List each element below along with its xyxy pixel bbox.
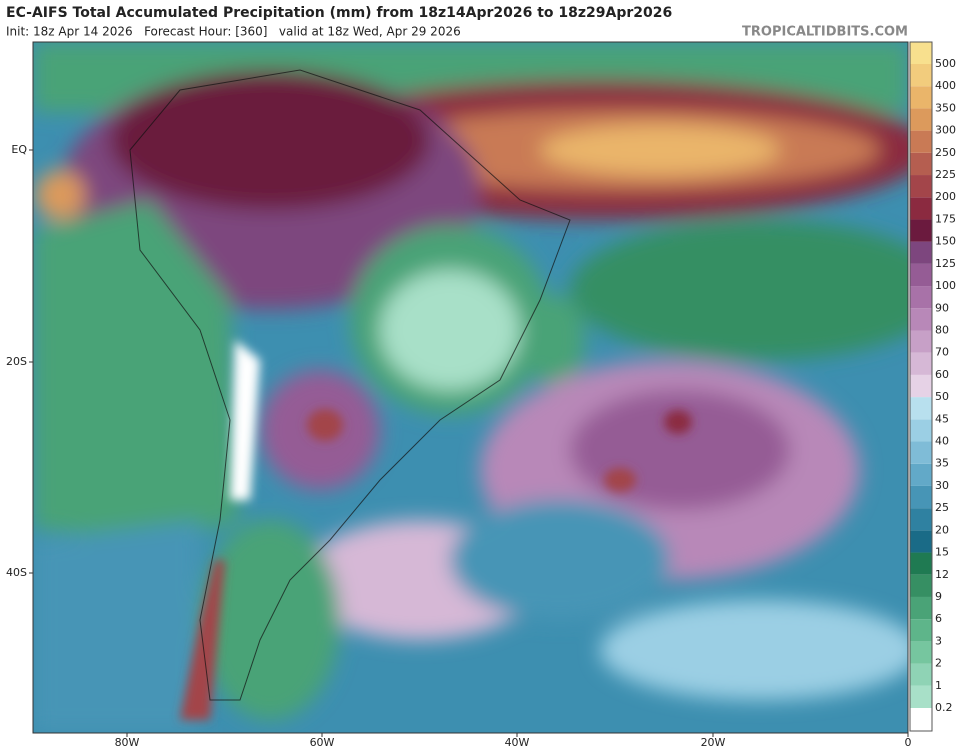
- colorbar-label: 15: [935, 546, 949, 559]
- colorbar-label: 80: [935, 323, 949, 336]
- colorbar-label: 35: [935, 457, 949, 470]
- colorbar-segment: [910, 574, 932, 597]
- colorbar-label: 200: [935, 190, 956, 203]
- lon-label: 60W: [310, 736, 335, 749]
- colorbar-label: 70: [935, 346, 949, 359]
- colorbar-label: 20: [935, 523, 949, 536]
- colorbar-segment: [910, 219, 932, 242]
- colorbar-segment: [910, 708, 932, 731]
- colorbar-segment: [910, 175, 932, 198]
- map-frame: [32, 41, 909, 734]
- colorbar-segment: [910, 64, 932, 87]
- colorbar-label: 175: [935, 212, 956, 225]
- colorbar-segment: [910, 330, 932, 353]
- colorbar-label: 225: [935, 168, 956, 181]
- colorbar-label: 0.2: [935, 701, 953, 714]
- colorbar-segment: [910, 263, 932, 287]
- colorbar-segment: [910, 508, 932, 531]
- colorbar: 0.21236912152025303540455060708090100125…: [909, 41, 956, 732]
- colorbar-segment: [910, 641, 932, 664]
- colorbar-label: 12: [935, 568, 949, 581]
- lon-label: 20W: [701, 736, 726, 749]
- colorbar-segment: [910, 663, 932, 686]
- colorbar-label: 300: [935, 124, 956, 137]
- colorbar-segment: [910, 152, 932, 176]
- colorbar-segment: [910, 42, 932, 64]
- colorbar-segment: [910, 397, 932, 420]
- colorbar-segment: [910, 308, 932, 331]
- colorbar-segment: [910, 685, 932, 708]
- colorbar-segment: [910, 241, 932, 264]
- lon-label: 40W: [505, 736, 530, 749]
- colorbar-segment: [910, 130, 932, 153]
- colorbar-frame: [909, 41, 933, 732]
- map: [33, 42, 908, 733]
- colorbar-label: 100: [935, 279, 956, 292]
- colorbar-segment: [910, 530, 932, 553]
- lat-label: 40S: [6, 566, 27, 579]
- colorbar-label: 50: [935, 390, 949, 403]
- lon-label: 80W: [115, 736, 140, 749]
- colorbar-label: 1: [935, 679, 942, 692]
- lon-label: 0: [905, 736, 912, 749]
- colorbar-segment: [910, 619, 932, 642]
- colorbar-label: 30: [935, 479, 949, 492]
- colorbar-label: 3: [935, 634, 942, 647]
- title: EC-AIFS Total Accumulated Precipitation …: [6, 5, 672, 21]
- colorbar-label: 400: [935, 79, 956, 92]
- colorbar-label: 45: [935, 412, 949, 425]
- colorbar-segment: [910, 286, 932, 309]
- colorbar-label: 6: [935, 612, 942, 625]
- colorbar-segment: [910, 86, 932, 109]
- colorbar-label: 250: [935, 146, 956, 159]
- map-axes: EQ 20S 40S 80W 60W 40W 20W 0: [6, 143, 911, 749]
- colorbar-segment: [910, 552, 932, 575]
- colorbar-segment: [910, 485, 932, 509]
- colorbar-label: 350: [935, 101, 956, 114]
- colorbar-label: 125: [935, 257, 956, 270]
- colorbar-label: 500: [935, 57, 956, 70]
- subtitle: Init: 18z Apr 14 2026 Forecast Hour: [36…: [6, 25, 461, 39]
- lat-label: 20S: [6, 355, 27, 368]
- colorbar-segment: [910, 596, 932, 620]
- site-label: TROPICALTIDBITS.COM: [742, 25, 908, 40]
- colorbar-label: 25: [935, 501, 949, 514]
- colorbar-segment: [910, 352, 932, 375]
- colorbar-label: 150: [935, 235, 956, 248]
- colorbar-segment: [910, 463, 932, 486]
- colorbar-label: 9: [935, 590, 942, 603]
- colorbar-segment: [910, 197, 932, 220]
- colorbar-label: 60: [935, 368, 949, 381]
- colorbar-label: 40: [935, 435, 949, 448]
- colorbar-segment: [910, 441, 932, 464]
- colorbar-label: 2: [935, 657, 942, 670]
- lat-label: EQ: [11, 143, 27, 156]
- colorbar-label: 90: [935, 301, 949, 314]
- colorbar-segment: [910, 374, 932, 398]
- colorbar-segment: [910, 419, 932, 442]
- colorbar-segment: [910, 108, 932, 131]
